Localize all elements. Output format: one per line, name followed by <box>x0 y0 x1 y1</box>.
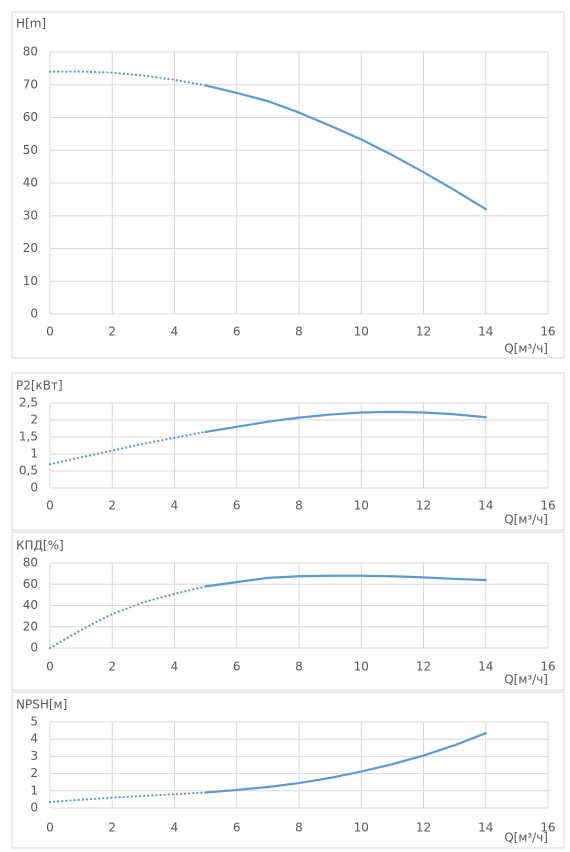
y-tick-label: 2 <box>30 413 38 427</box>
x-tick-label: 2 <box>108 660 116 674</box>
x-axis-title: Q[м³/ч] <box>504 673 548 687</box>
y-tick-label: 10 <box>23 274 38 288</box>
x-tick-label: 6 <box>233 499 241 513</box>
y-tick-label: 2,5 <box>19 396 38 410</box>
x-tick-label: 14 <box>478 821 493 835</box>
y-axis-title: P2[кВт] <box>16 379 63 393</box>
curve <box>48 791 207 804</box>
x-tick-label: 0 <box>46 325 54 339</box>
x-tick-label: 16 <box>540 821 555 835</box>
x-tick-label: 8 <box>295 660 303 674</box>
x-tick-label: 4 <box>171 821 179 835</box>
x-tick-label: 8 <box>295 325 303 339</box>
y-tick-label: 1 <box>30 783 38 797</box>
curve <box>204 574 487 588</box>
y-tick-label: 20 <box>23 241 38 255</box>
x-tick-label: 12 <box>416 325 431 339</box>
x-tick-label: 10 <box>354 325 369 339</box>
curve <box>204 410 487 433</box>
x-tick-label: 12 <box>416 499 431 513</box>
x-tick-label: 2 <box>108 325 116 339</box>
y-tick-label: 0 <box>30 307 38 321</box>
curve <box>48 585 207 650</box>
y-tick-label: 4 <box>30 732 38 746</box>
x-tick-label: 4 <box>171 660 179 674</box>
x-tick-label: 8 <box>295 499 303 513</box>
x-tick-label: 14 <box>478 660 493 674</box>
panel-border <box>11 531 565 691</box>
x-tick-label: 6 <box>233 660 241 674</box>
x-tick-label: 16 <box>540 660 555 674</box>
x-tick-label: 2 <box>108 499 116 513</box>
curve <box>204 84 487 211</box>
y-axis-title: H[m] <box>16 17 46 31</box>
y-tick-label: 40 <box>23 598 38 612</box>
x-tick-label: 12 <box>416 821 431 835</box>
y-tick-label: 2 <box>30 766 38 780</box>
y-tick-label: 60 <box>23 110 38 124</box>
y-tick-label: 80 <box>23 556 38 570</box>
y-tick-label: 40 <box>23 176 38 190</box>
x-tick-label: 6 <box>233 325 241 339</box>
x-tick-label: 6 <box>233 821 241 835</box>
y-tick-label: 60 <box>23 577 38 591</box>
panel-border <box>11 372 565 531</box>
y-tick-label: 70 <box>23 77 38 91</box>
y-axis-title: КПД[%] <box>16 539 64 553</box>
x-tick-label: 16 <box>540 499 555 513</box>
x-tick-label: 16 <box>540 325 555 339</box>
x-tick-label: 14 <box>478 325 493 339</box>
x-tick-label: 12 <box>416 660 431 674</box>
x-tick-label: 10 <box>354 821 369 835</box>
x-tick-label: 0 <box>46 660 54 674</box>
curve <box>204 732 487 794</box>
y-tick-label: 50 <box>23 143 38 157</box>
x-tick-label: 10 <box>354 660 369 674</box>
x-tick-label: 10 <box>354 499 369 513</box>
x-tick-label: 8 <box>295 821 303 835</box>
y-axis-title: NPSH[м] <box>16 698 67 712</box>
x-tick-label: 0 <box>46 499 54 513</box>
y-tick-label: 1,5 <box>19 430 38 444</box>
x-axis-title: Q[м³/ч] <box>504 513 548 527</box>
panel-border <box>11 691 565 849</box>
y-tick-label: 80 <box>23 45 38 59</box>
y-tick-label: 0 <box>30 641 38 655</box>
y-tick-label: 5 <box>30 715 38 729</box>
y-tick-label: 3 <box>30 749 38 763</box>
x-tick-label: 4 <box>171 499 179 513</box>
panel-border <box>11 11 565 359</box>
x-axis-title: Q[м³/ч] <box>504 831 548 845</box>
x-tick-label: 0 <box>46 821 54 835</box>
y-tick-label: 1 <box>30 447 38 461</box>
y-tick-label: 20 <box>23 619 38 633</box>
x-tick-label: 14 <box>478 499 493 513</box>
y-tick-label: 0 <box>30 481 38 495</box>
y-tick-label: 0,5 <box>19 464 38 478</box>
y-tick-label: 0 <box>30 801 38 815</box>
x-tick-label: 2 <box>108 821 116 835</box>
x-tick-label: 4 <box>171 325 179 339</box>
y-tick-label: 30 <box>23 208 38 222</box>
curve <box>48 70 207 87</box>
x-axis-title: Q[м³/ч] <box>504 342 548 356</box>
